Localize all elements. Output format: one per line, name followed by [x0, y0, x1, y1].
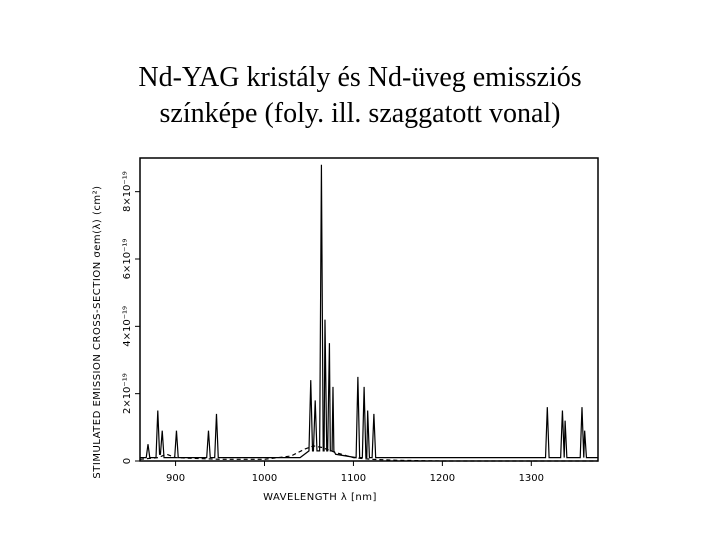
y-tick-label: 2×10⁻¹⁹ — [122, 373, 133, 414]
x-tick-label: 900 — [166, 473, 185, 484]
spectrum-line — [139, 445, 598, 462]
y-tick-label: 4×10⁻¹⁹ — [122, 306, 133, 347]
title-line: Nd-YAG kristály és Nd-üveg emissziós — [138, 62, 581, 93]
y-tick-label: 6×10⁻¹⁹ — [122, 239, 133, 280]
title-line: színképe (foly. ill. szaggatott vonal) — [160, 98, 561, 129]
spectrum-line — [140, 164, 598, 459]
x-tick-label: 1100 — [341, 473, 366, 484]
x-tick-label: 1300 — [519, 473, 544, 484]
x-tick-label: 1200 — [430, 473, 455, 484]
x-tick-label: 1000 — [252, 473, 277, 484]
y-tick-label: 8×10⁻¹⁹ — [122, 171, 133, 212]
x-axis-label: WAVELENGTH λ [nm] — [263, 492, 377, 503]
plot-frame — [139, 157, 599, 462]
y-axis-label: STIMULATED EMISSION CROSS-SECTION σem(λ)… — [92, 185, 103, 478]
y-tick-label: 0 — [122, 458, 133, 464]
